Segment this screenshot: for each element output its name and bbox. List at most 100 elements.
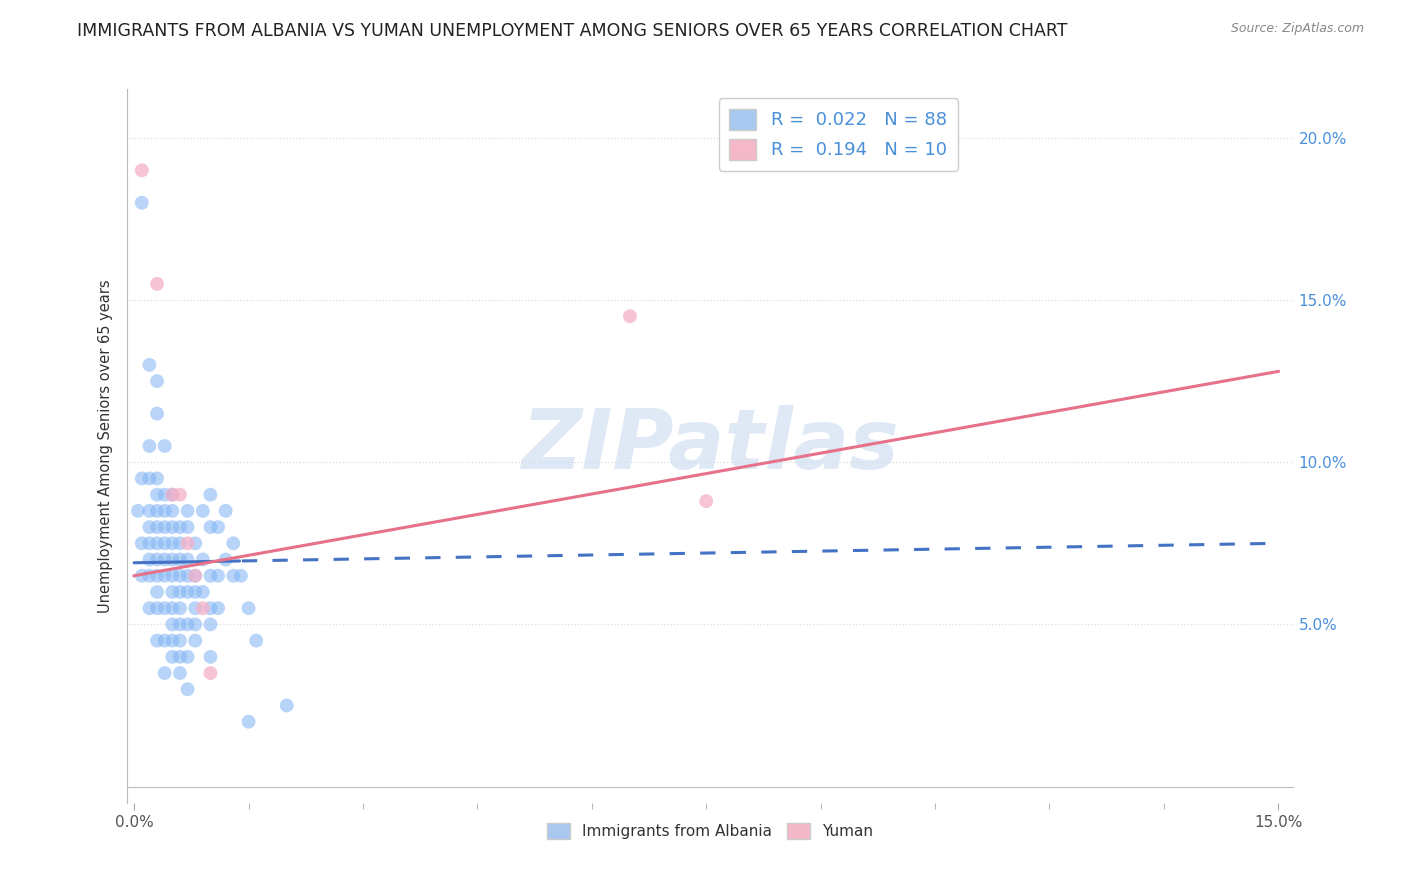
Point: [184, 601, 207, 615]
Point: [146, 407, 169, 421]
Point: [138, 568, 160, 582]
Point: [138, 471, 160, 485]
Point: [229, 568, 252, 582]
Point: [191, 504, 214, 518]
Point: [162, 633, 184, 648]
Point: [191, 601, 214, 615]
Point: [191, 585, 214, 599]
Point: [138, 552, 160, 566]
Legend: Immigrants from Albania, Yuman: Immigrants from Albania, Yuman: [541, 817, 879, 845]
Point: [184, 585, 207, 599]
Point: [153, 504, 176, 518]
Text: ZIPatlas: ZIPatlas: [522, 406, 898, 486]
Point: [222, 568, 245, 582]
Point: [162, 568, 184, 582]
Text: Source: ZipAtlas.com: Source: ZipAtlas.com: [1230, 22, 1364, 36]
Point: [169, 488, 191, 502]
Point: [162, 488, 184, 502]
Point: [131, 195, 153, 210]
Point: [169, 601, 191, 615]
Point: [200, 568, 222, 582]
Point: [138, 358, 160, 372]
Point: [162, 617, 184, 632]
Point: [238, 601, 260, 615]
Point: [162, 601, 184, 615]
Point: [153, 601, 176, 615]
Point: [215, 552, 238, 566]
Point: [200, 520, 222, 534]
Point: [245, 633, 267, 648]
Point: [200, 488, 222, 502]
Point: [162, 504, 184, 518]
Point: [176, 649, 198, 664]
Point: [184, 633, 207, 648]
Point: [169, 617, 191, 632]
Point: [238, 714, 260, 729]
Point: [153, 520, 176, 534]
Point: [619, 310, 641, 324]
Point: [153, 439, 176, 453]
Point: [176, 536, 198, 550]
Point: [146, 488, 169, 502]
Point: [169, 649, 191, 664]
Point: [146, 277, 169, 291]
Point: [169, 552, 191, 566]
Point: [169, 585, 191, 599]
Point: [138, 504, 160, 518]
Point: [169, 666, 191, 681]
Point: [169, 536, 191, 550]
Point: [184, 536, 207, 550]
Point: [153, 552, 176, 566]
Point: [184, 617, 207, 632]
Point: [207, 601, 229, 615]
Point: [127, 504, 149, 518]
Point: [153, 568, 176, 582]
Point: [200, 666, 222, 681]
Point: [153, 488, 176, 502]
Point: [276, 698, 298, 713]
Point: [176, 682, 198, 697]
Point: [146, 633, 169, 648]
Point: [176, 568, 198, 582]
Point: [162, 585, 184, 599]
Point: [176, 617, 198, 632]
Point: [131, 471, 153, 485]
Point: [200, 649, 222, 664]
Point: [146, 374, 169, 388]
Point: [138, 601, 160, 615]
Point: [146, 504, 169, 518]
Point: [146, 568, 169, 582]
Point: [146, 601, 169, 615]
Text: IMMIGRANTS FROM ALBANIA VS YUMAN UNEMPLOYMENT AMONG SENIORS OVER 65 YEARS CORREL: IMMIGRANTS FROM ALBANIA VS YUMAN UNEMPLO…: [77, 22, 1067, 40]
Point: [146, 471, 169, 485]
Point: [153, 666, 176, 681]
Point: [169, 520, 191, 534]
Y-axis label: Unemployment Among Seniors over 65 years: Unemployment Among Seniors over 65 years: [98, 279, 114, 613]
Point: [207, 568, 229, 582]
Point: [146, 520, 169, 534]
Point: [162, 520, 184, 534]
Point: [207, 520, 229, 534]
Point: [176, 552, 198, 566]
Point: [169, 633, 191, 648]
Point: [138, 439, 160, 453]
Point: [153, 536, 176, 550]
Point: [146, 585, 169, 599]
Point: [146, 536, 169, 550]
Point: [162, 488, 184, 502]
Point: [138, 520, 160, 534]
Point: [184, 568, 207, 582]
Point: [695, 494, 717, 508]
Point: [131, 163, 153, 178]
Point: [153, 633, 176, 648]
Point: [146, 552, 169, 566]
Point: [200, 617, 222, 632]
Point: [184, 568, 207, 582]
Point: [138, 536, 160, 550]
Point: [200, 601, 222, 615]
Point: [176, 585, 198, 599]
Point: [162, 649, 184, 664]
Point: [222, 536, 245, 550]
Point: [169, 568, 191, 582]
Point: [176, 520, 198, 534]
